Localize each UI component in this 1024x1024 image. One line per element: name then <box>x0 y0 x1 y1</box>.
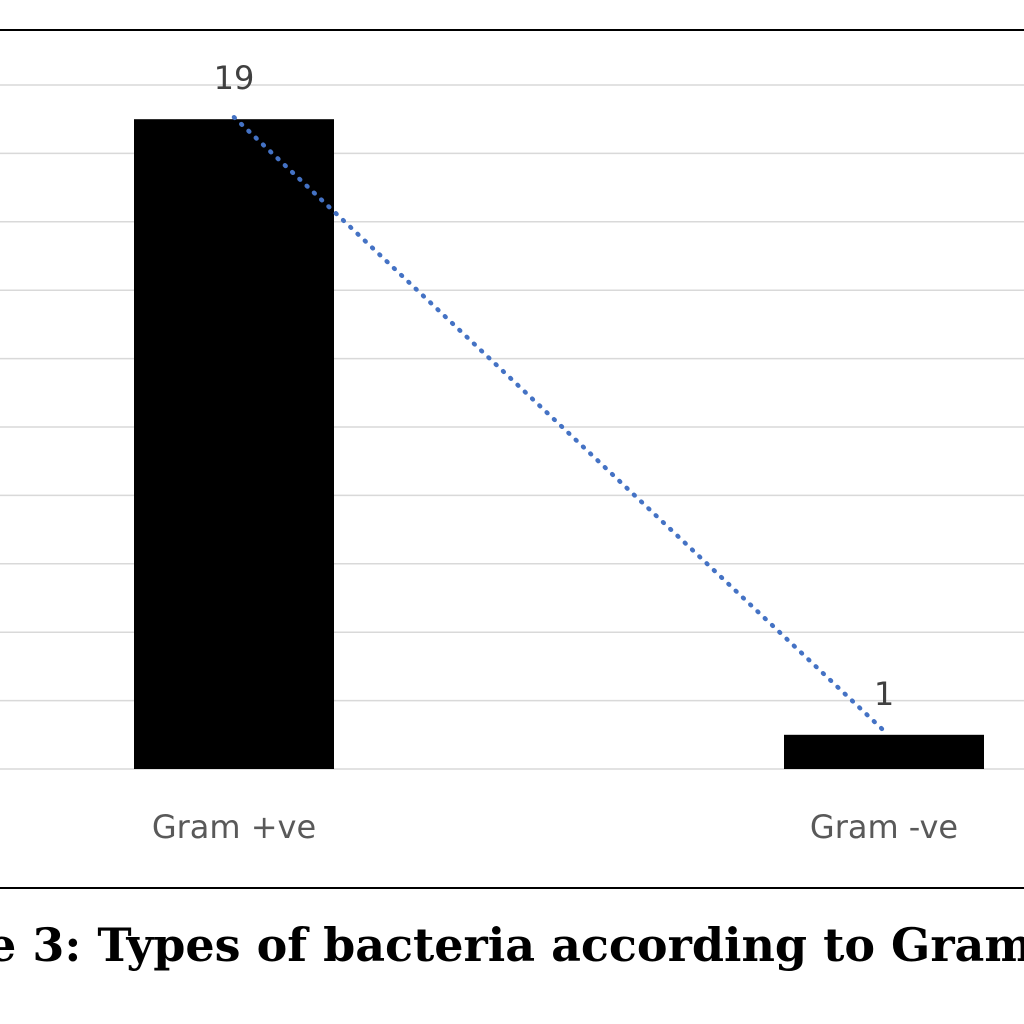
category-label: Gram +ve <box>152 808 316 846</box>
data-labels: 19 1 <box>214 59 895 713</box>
figure-caption: Figure 3: Types of bacteria according to… <box>0 918 1024 972</box>
bar-gram-positive <box>134 119 334 769</box>
category-labels: Gram +ve Gram -ve <box>152 808 958 846</box>
gram-bar-chart: 19 1 Gram +ve Gram -ve <box>0 59 1024 846</box>
trendline-group <box>231 114 887 734</box>
figure-caption-wrap: Figure 3: Types of bacteria according to… <box>0 918 1024 988</box>
trendline <box>231 114 887 734</box>
category-label: Gram -ve <box>810 808 958 846</box>
data-label: 1 <box>874 675 894 713</box>
bars <box>134 119 984 769</box>
bar-gram-negative <box>784 734 984 769</box>
data-label: 19 <box>214 59 255 97</box>
